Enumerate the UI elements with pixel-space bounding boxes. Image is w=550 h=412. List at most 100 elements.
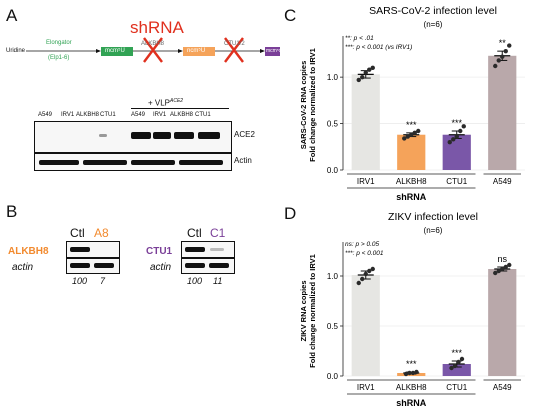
actin-blot-left: [66, 258, 120, 274]
data-point: [493, 63, 498, 69]
blot-band: [94, 263, 114, 268]
data-point: [412, 130, 417, 136]
elp-label: (Elp1-6): [48, 55, 70, 61]
bar: [351, 275, 380, 376]
quant-kd-right: 11: [213, 276, 223, 286]
significance-label: ***: [406, 120, 417, 130]
panel-letter-c: C: [284, 6, 297, 25]
data-point: [403, 371, 409, 377]
panel-letter-d: D: [284, 204, 297, 223]
data-point: [356, 280, 361, 286]
blot-band: [174, 132, 194, 139]
data-point: [493, 270, 498, 276]
x-group-label: shRNA: [396, 192, 427, 202]
blot-band: [70, 247, 90, 252]
mcm5s2u-box-label: mcm⁵s²U: [266, 48, 287, 54]
data-point: [360, 276, 365, 282]
y-axis-label: Fold change normalized to IRV1: [308, 254, 317, 368]
significance-label: ***: [406, 359, 417, 369]
significance-label: **: [499, 38, 507, 48]
data-point: [496, 268, 501, 274]
enzyme3-label: CTU1/2: [224, 41, 245, 47]
panel-a: shRNA Uridine Elongator (Elp1-6) mcm⁵U n…: [0, 0, 287, 200]
data-point: [500, 266, 505, 272]
data-point: [416, 128, 421, 134]
data-point: [459, 356, 465, 362]
blot-band: [131, 160, 175, 165]
x-tick-label: A549: [493, 177, 512, 186]
significance-legend: **: p < .01: [345, 35, 374, 42]
elongator-label: Elongator: [46, 40, 72, 46]
ace2-label: ACE2: [234, 130, 255, 139]
gene-label-ctu1: CTU1: [146, 246, 173, 257]
x-tick-label: A549: [493, 383, 512, 392]
blot-band: [39, 160, 79, 165]
y-tick-label: 0.0: [327, 372, 339, 381]
y-axis-label: ZIKV RNA copies: [299, 281, 308, 342]
actin-label-right: actin: [150, 262, 172, 273]
panel-b: Ctl A8 ALKBH8 actin 100 7 Ctl C1 CTU1 ac…: [0, 220, 280, 400]
blot-band: [210, 248, 224, 251]
panel-letter-a: A: [6, 6, 18, 25]
significance-label: ***: [451, 118, 462, 128]
blot-band: [153, 132, 171, 139]
blot-band: [209, 263, 229, 268]
data-point: [507, 262, 512, 268]
actin-label: Actin: [234, 156, 252, 165]
data-point: [356, 77, 361, 83]
chart-title: ZIKV infection level: [388, 211, 478, 223]
shrna-title: shRNA: [130, 18, 184, 37]
x-tick-label: ALKBH8: [396, 383, 427, 392]
data-point: [503, 264, 508, 270]
significance-legend: ns: p > 0.05: [345, 241, 380, 248]
data-point: [367, 67, 372, 72]
lane-label: ALKBH8: [170, 112, 194, 118]
quant-ctl-left: 100: [72, 276, 88, 286]
ace2-blot: [34, 121, 232, 153]
blot-band: [185, 247, 205, 252]
y-axis-label: SARS-CoV-2 RNA copies: [299, 61, 308, 150]
alkbh8-blot: [66, 241, 120, 258]
data-point: [503, 48, 508, 54]
data-point: [451, 137, 456, 142]
actin-label-left: actin: [12, 262, 34, 273]
data-point: [402, 136, 407, 141]
data-point: [447, 139, 452, 145]
data-point: [370, 266, 375, 272]
data-point: [409, 132, 414, 137]
quant-ctl-right: 100: [187, 276, 203, 286]
y-tick-label: 1.0: [327, 73, 339, 82]
y-tick-label: 1.0: [327, 272, 339, 281]
actin-blot: [34, 153, 232, 171]
data-point: [449, 365, 454, 371]
x-tick-label: ALKBH8: [396, 177, 427, 186]
enzyme2-label: ALKBH8: [141, 41, 165, 47]
vlp-label-sup: ACE2: [170, 98, 184, 104]
lane-label: ALKBH8: [76, 112, 100, 118]
lane-label: CTU1: [195, 112, 211, 118]
uridine-label: Uridine: [6, 48, 26, 54]
x-tick-label: CTU1: [446, 177, 467, 186]
mcm5u-box-label: mcm⁵U: [105, 48, 125, 54]
x-group-label: shRNA: [396, 398, 427, 408]
data-point: [405, 134, 410, 139]
bar: [397, 134, 426, 170]
data-point: [407, 370, 412, 376]
blot-band: [198, 132, 220, 139]
x-tick-label: IRV1: [357, 177, 375, 186]
lane-label: IRV1: [153, 112, 167, 118]
data-point: [363, 70, 368, 75]
blot-band: [131, 132, 151, 139]
ctu1-blot: [181, 241, 235, 258]
bar: [488, 55, 517, 170]
chart-title: SARS-CoV-2 infection level: [369, 5, 497, 17]
data-point: [452, 363, 458, 369]
bar: [488, 269, 517, 376]
data-point: [370, 65, 375, 71]
lane-label: A549: [131, 112, 146, 118]
data-point: [367, 268, 372, 274]
y-axis-label: Fold change normalized to IRV1: [308, 48, 317, 162]
ncm5u-box-label: ncm⁵U: [187, 48, 206, 54]
blot-band: [179, 160, 223, 165]
y-tick-label: 0.5: [327, 120, 339, 129]
